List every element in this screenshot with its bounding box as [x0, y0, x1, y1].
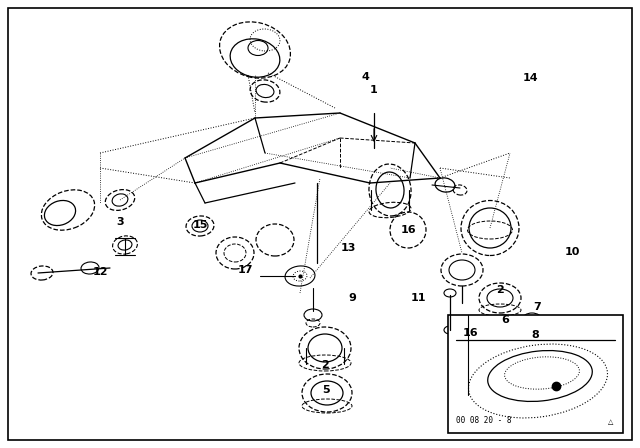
Text: 13: 13	[340, 243, 356, 253]
Text: 2: 2	[321, 360, 329, 370]
Text: 17: 17	[237, 265, 253, 275]
Text: 14: 14	[522, 73, 538, 83]
Text: 7: 7	[533, 302, 541, 312]
Text: 12: 12	[92, 267, 108, 277]
Text: 2: 2	[496, 285, 504, 295]
Text: 00 08 20 - 8: 00 08 20 - 8	[456, 416, 511, 425]
Text: 1: 1	[370, 85, 378, 95]
Text: △: △	[608, 419, 614, 425]
Text: 15: 15	[192, 220, 208, 230]
Text: 16: 16	[462, 328, 478, 338]
Text: 5: 5	[322, 385, 330, 395]
Text: 6: 6	[501, 315, 509, 325]
Text: 3: 3	[116, 217, 124, 227]
Text: 8: 8	[531, 330, 539, 340]
Text: 10: 10	[564, 247, 580, 257]
Text: 16: 16	[400, 225, 416, 235]
Text: 4: 4	[361, 72, 369, 82]
Text: 11: 11	[410, 293, 426, 303]
Text: 9: 9	[348, 293, 356, 303]
Bar	[448, 315, 623, 433]
